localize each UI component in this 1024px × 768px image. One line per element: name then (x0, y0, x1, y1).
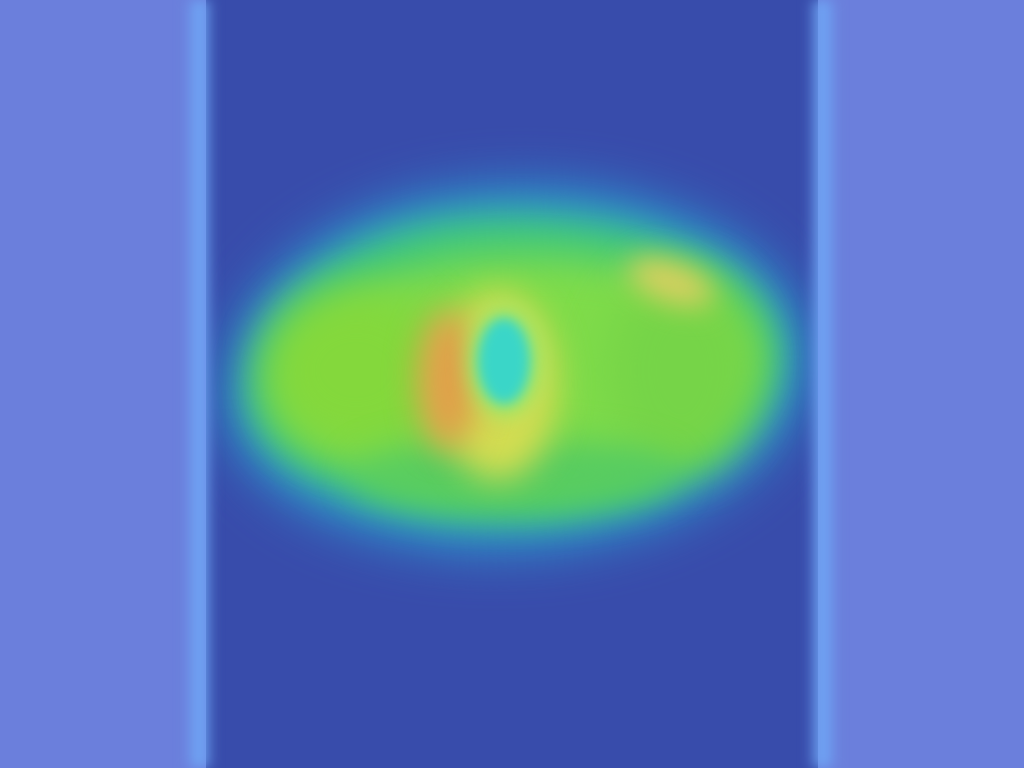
heat-center-core (478, 318, 530, 404)
heatmap-image-region (206, 0, 818, 768)
heat-hot-spot-left (418, 310, 478, 450)
right-edge-glow (808, 0, 838, 768)
left-edge-glow (184, 0, 214, 768)
heat-lobe-left (266, 290, 446, 450)
left-side-panel (0, 0, 206, 768)
right-side-panel (818, 0, 1024, 768)
